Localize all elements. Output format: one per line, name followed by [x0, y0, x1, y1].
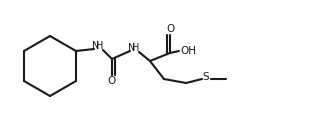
- Text: OH: OH: [180, 46, 196, 56]
- Text: O: O: [167, 24, 175, 34]
- Text: H: H: [96, 41, 104, 51]
- Text: O: O: [108, 76, 116, 86]
- Text: N: N: [92, 41, 100, 51]
- Text: H: H: [132, 43, 140, 53]
- Text: S: S: [203, 72, 209, 82]
- Text: N: N: [128, 43, 136, 53]
